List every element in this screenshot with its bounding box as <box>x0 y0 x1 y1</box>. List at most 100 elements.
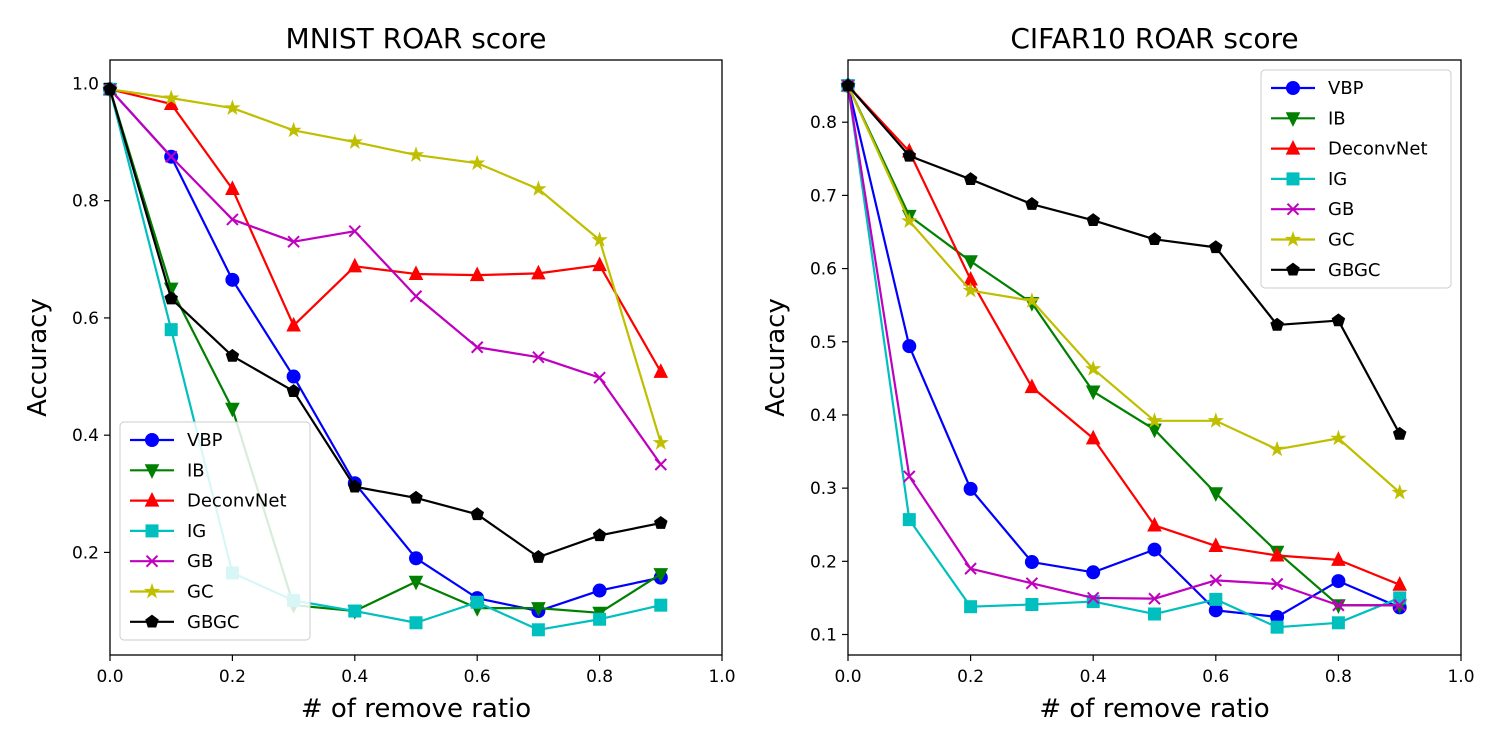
y-tick-label: 0.6 <box>810 260 837 280</box>
data-point-vbp <box>409 551 423 566</box>
data-point-gc <box>530 180 547 196</box>
data-point-ig <box>1025 598 1039 612</box>
data-point-ib <box>1208 487 1224 502</box>
series-line-gbgc <box>847 84 1401 435</box>
data-point-deconvnet <box>408 265 424 280</box>
data-point-deconvnet <box>347 257 363 273</box>
data-point-gb <box>532 350 545 364</box>
data-point-gbgc <box>531 549 546 563</box>
data-point-gc <box>1146 412 1163 428</box>
series-line-gbgc <box>108 89 662 559</box>
data-point-ig <box>348 604 362 618</box>
data-point-ig <box>1209 592 1223 606</box>
data-point-deconvnet <box>1331 551 1346 566</box>
y-tick-label: 0.4 <box>72 426 99 446</box>
y-tick-label: 0.6 <box>72 309 99 329</box>
data-point-ig <box>593 612 607 626</box>
data-point-deconvnet <box>1208 537 1224 552</box>
data-point-deconvnet <box>653 363 669 378</box>
data-point-gb <box>348 224 362 238</box>
series-line-vbp <box>846 85 1401 619</box>
data-point-deconvnet <box>1085 429 1101 445</box>
data-point-vbp <box>1024 555 1039 570</box>
data-point-gb <box>1025 577 1039 590</box>
data-point-deconvnet <box>225 180 240 195</box>
legend-label-vbp: VBP <box>187 430 223 451</box>
chart-title: MNIST ROAR score <box>286 22 547 55</box>
legend-label-ig: IG <box>1328 169 1347 190</box>
data-point-gc <box>1268 440 1286 457</box>
x-axis-label: # of remove ratio <box>1039 694 1269 724</box>
data-point-gb <box>226 213 239 226</box>
data-point-vbp <box>963 481 978 496</box>
data-point-ig <box>1270 620 1284 634</box>
series-line-vbp <box>109 88 662 613</box>
data-point-vbp <box>592 583 607 598</box>
x-tick-label: 1.0 <box>708 667 735 687</box>
data-point-ib <box>653 568 669 583</box>
x-tick-label: 0.8 <box>586 667 613 687</box>
data-point-gc <box>1330 429 1347 446</box>
data-point-ib <box>963 255 978 270</box>
data-point-gc <box>346 133 363 150</box>
data-point-gc <box>901 212 918 228</box>
x-tick-label: 0.4 <box>1080 667 1107 687</box>
data-point-gbgc <box>348 479 362 493</box>
data-point-gc <box>962 281 979 298</box>
x-tick-label: 1.0 <box>1447 667 1474 687</box>
data-point-gbgc <box>409 490 423 504</box>
y-tick-label: 0.2 <box>810 552 837 572</box>
data-point-vbp <box>1086 565 1101 580</box>
y-tick-label: 0.7 <box>810 186 837 206</box>
data-point-gc <box>285 121 302 138</box>
plot-frame <box>109 59 723 656</box>
legend-label-gb: GB <box>1328 199 1354 220</box>
data-point-vbp <box>225 272 240 287</box>
x-tick-label: 0.0 <box>834 667 861 687</box>
data-point-gb <box>964 562 977 575</box>
data-point-gb <box>1270 577 1284 591</box>
x-tick-label: 0.6 <box>1202 667 1229 687</box>
data-point-gbgc <box>1331 313 1346 327</box>
data-point-ig <box>409 616 423 630</box>
legend-marker-ig <box>1286 172 1300 186</box>
legend-label-gb: GB <box>187 551 213 572</box>
data-point-gb <box>1086 591 1100 605</box>
x-tick-label: 0.2 <box>219 667 246 687</box>
x-axis-label: # of remove ratio <box>301 694 531 724</box>
legend-marker-vbp <box>145 433 159 447</box>
data-point-gb <box>287 235 300 248</box>
y-tick-label: 0.1 <box>810 626 837 646</box>
data-point-vbp <box>1331 574 1346 589</box>
x-tick-label: 0.0 <box>96 667 123 687</box>
y-tick-label: 0.8 <box>72 192 99 212</box>
y-tick-label: 0.5 <box>810 333 837 353</box>
data-point-gbgc <box>470 507 484 521</box>
data-point-deconvnet <box>469 266 485 282</box>
legend-box <box>119 421 311 641</box>
y-tick-label: 1.0 <box>72 74 99 94</box>
data-point-ig <box>470 595 484 609</box>
data-point-gc <box>407 146 425 162</box>
data-point-gb <box>1209 574 1223 587</box>
data-point-vbp <box>1147 542 1162 557</box>
chart-panel-2: CIFAR10 ROAR score 0.0 0.2 0.4 0.6 0.8 1.0 0.1 0… <box>761 22 1475 724</box>
data-point-ig <box>531 623 545 637</box>
series-line-gc <box>109 88 662 444</box>
legend-label-ib: IB <box>187 460 205 481</box>
y-tick-label: 0.3 <box>810 479 837 499</box>
legend-label-gbgc: GBGC <box>187 612 240 633</box>
data-point-ig <box>1331 616 1345 630</box>
data-point-gbgc <box>1147 232 1162 246</box>
legend-marker-ig <box>145 524 159 538</box>
data-point-gbgc <box>1086 213 1100 227</box>
legend-marker-gbgc <box>1286 262 1300 276</box>
data-point-deconvnet <box>592 256 607 272</box>
data-point-gbgc <box>286 384 301 397</box>
chart-panel-1: MNIST ROAR score 0.0 0.2 0.4 0.6 0.8 1.0 0.2 0.4… <box>23 22 736 724</box>
data-point-gbgc <box>164 291 178 305</box>
legend-marker-ib <box>1285 112 1301 127</box>
legend-marker-gc <box>143 582 161 599</box>
